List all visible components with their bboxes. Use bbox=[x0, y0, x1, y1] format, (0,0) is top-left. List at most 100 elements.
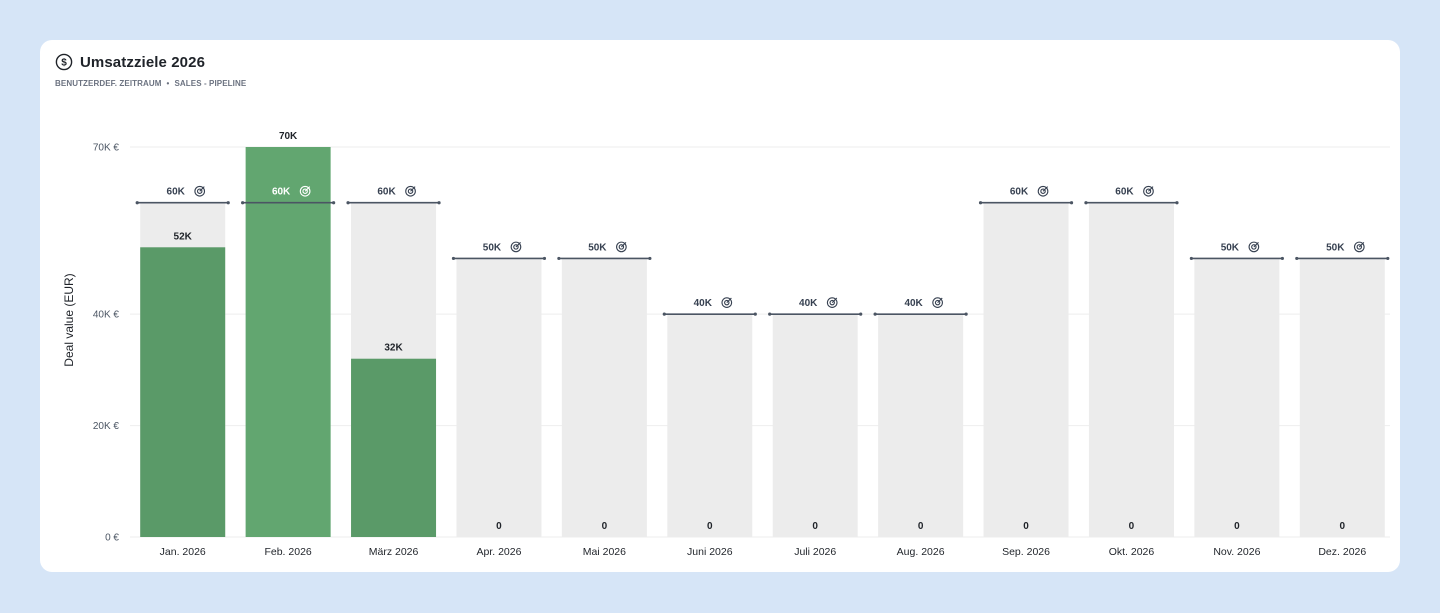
target-icon bbox=[1353, 241, 1365, 253]
goal-column bbox=[878, 314, 964, 537]
goal-label: 60K bbox=[167, 187, 186, 198]
subtitle-separator: • bbox=[166, 79, 170, 88]
goal-line-cap bbox=[437, 201, 441, 205]
goal-line-cap bbox=[1084, 201, 1088, 205]
value-label: 32K bbox=[384, 343, 403, 354]
target-icon bbox=[405, 185, 416, 197]
goal-line-cap bbox=[662, 312, 666, 316]
target-ring bbox=[1145, 188, 1152, 194]
target-ring bbox=[194, 185, 206, 197]
goal-column bbox=[456, 258, 542, 537]
goal-line-cap bbox=[1175, 201, 1179, 205]
y-tick-label: 0 € bbox=[105, 533, 119, 544]
target-icon bbox=[299, 185, 311, 197]
goal-line-cap bbox=[1280, 256, 1284, 261]
card-header: $ Umsatzziele 2026 BENUTZERDEF. ZEITRAUM… bbox=[55, 53, 246, 89]
goal-column bbox=[1088, 202, 1174, 537]
value-label: 0 bbox=[602, 521, 608, 532]
goal-line-cap bbox=[1295, 256, 1299, 261]
target-arrow bbox=[410, 186, 416, 192]
target-arrow bbox=[726, 297, 732, 304]
goal-label: 40K bbox=[799, 298, 818, 309]
target-ring bbox=[1251, 244, 1257, 250]
x-tick-label: Juli 2026 bbox=[794, 546, 836, 558]
goal-line-cap bbox=[451, 256, 456, 261]
x-tick-label: Mai 2026 bbox=[583, 546, 626, 558]
value-label: 0 bbox=[707, 521, 713, 532]
goal-line-cap bbox=[346, 201, 350, 205]
goal-column bbox=[1194, 258, 1280, 537]
svg-text:$: $ bbox=[61, 58, 67, 69]
goal-label: 60K bbox=[1115, 187, 1134, 198]
x-tick-label: Okt. 2026 bbox=[1109, 546, 1155, 558]
target-icon bbox=[932, 297, 943, 308]
goal-column bbox=[667, 314, 753, 537]
target-arrow bbox=[1042, 186, 1049, 192]
dollar-icon: $ bbox=[55, 53, 73, 71]
target-arrow bbox=[620, 241, 627, 248]
title-row: $ Umsatzziele 2026 bbox=[55, 53, 246, 71]
bar-layer bbox=[135, 147, 1390, 538]
bar[interactable] bbox=[245, 147, 331, 537]
card-subtitle: BENUTZERDEF. ZEITRAUM • SALES - PIPELINE bbox=[55, 79, 246, 88]
target-ring bbox=[1040, 188, 1046, 194]
value-label: 70K bbox=[279, 131, 298, 142]
target-icon bbox=[1143, 185, 1154, 197]
goal-label: 50K bbox=[1326, 242, 1345, 253]
target-ring bbox=[510, 241, 522, 253]
target-icon bbox=[1037, 185, 1049, 197]
target-ring bbox=[932, 297, 943, 308]
target-ring bbox=[405, 185, 416, 197]
goal-line-cap bbox=[1386, 256, 1390, 261]
value-label: 0 bbox=[1129, 521, 1135, 532]
period-label: BENUTZERDEF. ZEITRAUM bbox=[55, 79, 162, 88]
target-ring bbox=[407, 188, 414, 194]
target-ring bbox=[1037, 185, 1049, 197]
target-icon bbox=[826, 297, 838, 308]
goal-line-cap bbox=[241, 201, 245, 205]
target-icon bbox=[510, 241, 522, 253]
label-layer: 60K 52K Jan. 2026 60K 70K Feb. 2026 60K 32K März… bbox=[160, 131, 1367, 558]
value-label: 0 bbox=[918, 521, 924, 532]
target-ring bbox=[513, 244, 519, 250]
x-tick-label: Jan. 2026 bbox=[160, 546, 206, 558]
goal-column bbox=[772, 314, 858, 537]
goal-line-cap bbox=[557, 256, 561, 261]
target-icon bbox=[1248, 241, 1260, 253]
grid-layer: 0 € 20K € 40K € 70K € bbox=[93, 143, 1390, 544]
revenue-goals-card: $ Umsatzziele 2026 BENUTZERDEF. ZEITRAUM… bbox=[40, 40, 1400, 572]
goal-line-cap bbox=[859, 312, 863, 316]
value-label: 0 bbox=[496, 521, 502, 532]
x-tick-label: Apr. 2026 bbox=[476, 546, 521, 558]
target-ring bbox=[1356, 244, 1363, 250]
goal-label: 50K bbox=[588, 242, 607, 253]
x-tick-label: Dez. 2026 bbox=[1318, 546, 1366, 558]
x-tick-label: Feb. 2026 bbox=[264, 546, 311, 558]
value-label: 0 bbox=[1340, 521, 1346, 532]
x-tick-label: Aug. 2026 bbox=[897, 546, 945, 558]
goal-label: 50K bbox=[1221, 242, 1240, 253]
target-ring bbox=[829, 299, 835, 306]
target-ring bbox=[1143, 185, 1154, 197]
target-arrow bbox=[304, 186, 311, 192]
target-icon bbox=[194, 185, 206, 197]
target-ring bbox=[302, 188, 308, 194]
pipeline-label: SALES - PIPELINE bbox=[174, 79, 247, 88]
target-arrow bbox=[1358, 241, 1365, 248]
goal-line-cap bbox=[978, 201, 983, 205]
bar[interactable] bbox=[140, 247, 226, 538]
target-ring bbox=[1248, 241, 1260, 253]
target-ring bbox=[724, 299, 730, 306]
value-label: 0 bbox=[1023, 521, 1029, 532]
goal-column bbox=[983, 202, 1069, 537]
goal-line-cap bbox=[332, 201, 336, 205]
goal-line-cap bbox=[648, 256, 652, 261]
target-ring bbox=[196, 188, 203, 194]
goal-label: 60K bbox=[1010, 187, 1029, 198]
target-arrow bbox=[937, 297, 943, 304]
goal-label: 60K bbox=[377, 187, 396, 198]
x-tick-label: Juni 2026 bbox=[687, 546, 733, 558]
bar[interactable] bbox=[351, 358, 437, 537]
value-label: 0 bbox=[812, 521, 818, 532]
goal-label: 40K bbox=[694, 298, 713, 309]
